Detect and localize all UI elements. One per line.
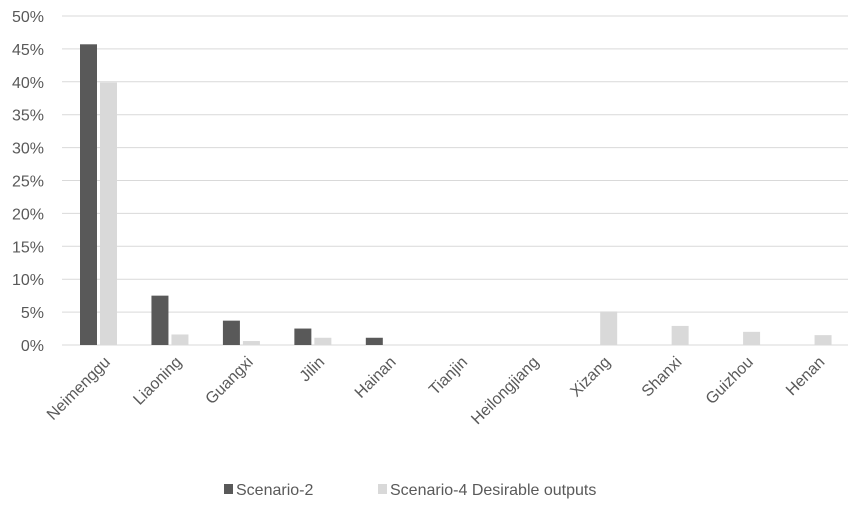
x-category-label: Neimenggu: [44, 354, 114, 424]
bar-liaoning-series-1: [151, 295, 169, 345]
bar-henan-series-2: [814, 335, 832, 345]
y-tick-label: 25%: [12, 174, 44, 191]
y-tick-label: 20%: [12, 206, 44, 223]
bar-jilin-series-2: [314, 337, 332, 345]
x-axis-categories: Neimenggu Liaoning Guangxi Jilin Hainan Tianj…: [44, 354, 828, 428]
y-tick-label: 35%: [12, 108, 44, 125]
bar-neimenggu-series-2: [100, 82, 117, 345]
x-category-label: Guizhou: [703, 354, 757, 408]
bar-xizang-series-2: [600, 311, 618, 345]
x-category-label: Hainan: [352, 354, 400, 402]
x-category-label: Jilin: [297, 354, 329, 386]
bar-liaoning-series-2: [171, 334, 189, 345]
legend-label-2: Scenario-4 Desirable outputs: [390, 482, 596, 499]
y-tick-label: 50%: [12, 9, 44, 26]
x-category-label: Henan: [783, 354, 828, 399]
y-tick-label: 15%: [12, 239, 44, 256]
x-category-label: Guangxi: [203, 354, 257, 408]
bar-shanxi-series-2: [671, 325, 689, 345]
y-tick-label: 5%: [21, 305, 44, 322]
legend: Scenario-2 Scenario-4 Desirable outputs: [224, 482, 596, 499]
y-tick-label: 30%: [12, 141, 44, 158]
bar-guangxi-series-1: [222, 320, 240, 345]
bar-guizhou-series-2: [743, 331, 761, 345]
y-tick-label: 45%: [12, 42, 44, 59]
y-tick-label: 40%: [12, 75, 44, 92]
bar-hainan-series-1: [365, 337, 383, 345]
gridlines: [62, 15, 848, 346]
legend-swatch-2: [378, 484, 387, 494]
bars: [80, 44, 832, 345]
x-category-label: Liaoning: [130, 354, 185, 409]
x-category-label: Shanxi: [639, 354, 686, 401]
legend-swatch-1: [224, 484, 233, 494]
y-axis-ticks: 0% 5% 10% 15% 20% 25% 30% 35% 40% 45% 50%: [12, 9, 44, 355]
legend-label-1: Scenario-2: [236, 482, 313, 499]
x-category-label: Heilongjiang: [468, 354, 542, 428]
x-category-label: Xizang: [567, 354, 614, 401]
bar-jilin-series-1: [294, 328, 312, 345]
y-tick-label: 10%: [12, 272, 44, 289]
x-category-label: Tianjin: [426, 354, 471, 399]
y-tick-label: 0%: [21, 338, 44, 355]
bar-guangxi-series-2: [242, 341, 260, 345]
bar-neimenggu-series-1: [80, 44, 97, 345]
